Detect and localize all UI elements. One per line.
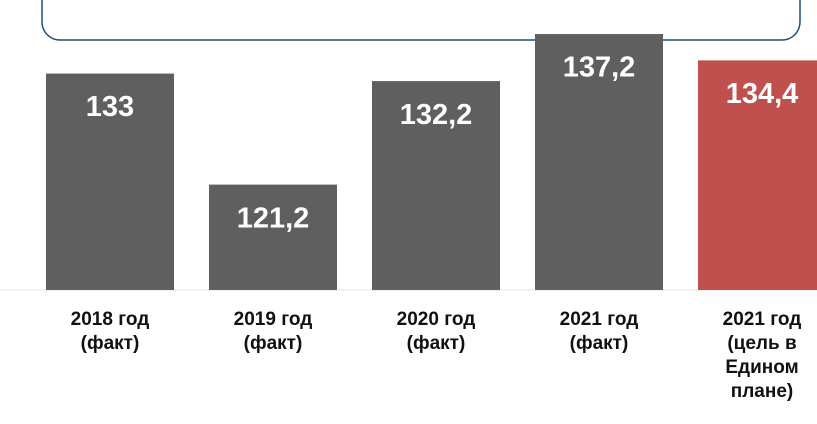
value-label: 134,4 <box>726 78 799 110</box>
x-tick-label: 2021 год (факт) <box>559 309 639 354</box>
bar <box>46 73 174 290</box>
value-label: 121,2 <box>237 202 310 234</box>
value-label: 133 <box>86 91 134 123</box>
bar <box>698 60 817 291</box>
x-tick-label: 2021 год (цель в Едином плане) <box>722 309 802 402</box>
x-tick-label: 2018 год (факт) <box>70 309 150 354</box>
x-tick-label: 2019 год (факт) <box>233 309 313 354</box>
x-tick-label: 2020 год (факт) <box>396 309 476 354</box>
value-label: 137,2 <box>563 52 636 84</box>
top-box <box>41 0 801 41</box>
value-label: 132,2 <box>400 99 473 131</box>
bar <box>535 34 663 290</box>
bar <box>209 184 337 290</box>
bar <box>372 81 500 291</box>
